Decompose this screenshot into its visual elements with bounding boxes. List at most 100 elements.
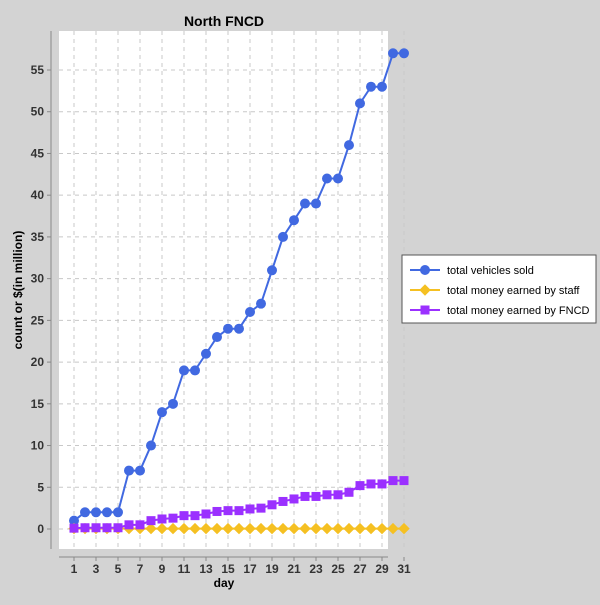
data-point xyxy=(278,231,288,242)
data-point xyxy=(343,522,355,535)
data-point xyxy=(190,365,200,376)
x-tick-label: 27 xyxy=(353,562,367,576)
data-point xyxy=(124,520,134,530)
data-point xyxy=(222,522,234,535)
data-point xyxy=(102,523,112,533)
data-point xyxy=(190,511,200,521)
data-point xyxy=(398,522,410,535)
data-point xyxy=(266,522,278,535)
data-point xyxy=(377,479,387,489)
data-point xyxy=(333,490,343,500)
y-tick-label: 55 xyxy=(31,63,45,77)
data-point xyxy=(288,522,300,535)
data-point xyxy=(157,407,167,418)
data-point xyxy=(91,507,101,518)
legend-label: total money earned by staff xyxy=(447,285,580,297)
legend-marker xyxy=(419,284,431,296)
data-point xyxy=(212,506,222,516)
data-point xyxy=(157,514,167,524)
chart-title: North FNCD xyxy=(184,13,264,29)
data-point xyxy=(387,522,399,535)
data-point xyxy=(244,522,256,535)
data-point xyxy=(245,307,255,318)
y-tick-label: 10 xyxy=(31,439,45,453)
data-point xyxy=(365,522,377,535)
data-point xyxy=(388,48,398,59)
data-point xyxy=(299,522,311,535)
x-tick-label: 3 xyxy=(93,562,100,576)
legend-marker xyxy=(420,305,430,315)
data-point xyxy=(69,523,79,533)
data-point xyxy=(321,522,333,535)
data-point xyxy=(300,491,310,501)
x-tick-label: 29 xyxy=(375,562,389,576)
y-tick-label: 40 xyxy=(31,188,45,202)
data-point xyxy=(354,522,366,535)
legend-label: total money earned by FNCD xyxy=(447,305,590,317)
y-tick-label: 20 xyxy=(31,355,45,369)
data-point xyxy=(179,365,189,376)
data-point xyxy=(267,500,277,510)
data-point xyxy=(168,513,178,523)
x-tick-label: 19 xyxy=(265,562,279,576)
data-point xyxy=(399,476,409,486)
data-point xyxy=(344,140,354,151)
data-point xyxy=(355,481,365,491)
data-point xyxy=(376,522,388,535)
data-point xyxy=(322,490,332,500)
legend-marker xyxy=(420,265,430,275)
data-point xyxy=(234,506,244,516)
data-point xyxy=(278,496,288,506)
data-point xyxy=(102,507,112,518)
data-point xyxy=(167,522,179,535)
data-point xyxy=(124,465,134,476)
x-tick-label: 17 xyxy=(243,562,257,576)
data-point xyxy=(256,503,266,513)
data-point xyxy=(212,332,222,343)
data-point xyxy=(179,511,189,521)
data-point xyxy=(113,507,123,518)
data-point xyxy=(388,476,398,486)
data-point xyxy=(277,522,289,535)
y-axis-label: count or $(in million) xyxy=(11,231,25,350)
x-tick-label: 15 xyxy=(221,562,235,576)
data-point xyxy=(300,198,310,209)
data-point xyxy=(146,440,156,451)
x-axis-label: day xyxy=(214,576,235,590)
data-point xyxy=(135,465,145,476)
y-tick-label: 5 xyxy=(37,480,44,494)
data-point xyxy=(366,81,376,92)
x-tick-label: 23 xyxy=(309,562,323,576)
series-layer xyxy=(68,48,410,535)
data-point xyxy=(201,509,211,519)
data-point xyxy=(223,323,233,334)
x-tick-label: 7 xyxy=(137,562,144,576)
y-tick-label: 30 xyxy=(31,272,45,286)
x-tick-label: 13 xyxy=(199,562,213,576)
data-point xyxy=(255,522,267,535)
series-0 xyxy=(69,48,409,526)
data-point xyxy=(91,523,101,533)
x-tick-label: 25 xyxy=(331,562,345,576)
data-point xyxy=(178,522,190,535)
plot-area xyxy=(59,31,388,549)
legend: total vehicles sold total money earned by… xyxy=(401,254,597,324)
data-point xyxy=(377,81,387,92)
data-point xyxy=(234,323,244,334)
series-2 xyxy=(69,476,409,533)
data-point xyxy=(223,506,233,516)
y-tick-label: 0 xyxy=(37,522,44,536)
data-point xyxy=(322,173,332,184)
data-point xyxy=(289,215,299,226)
x-tick-label: 31 xyxy=(397,562,411,576)
data-point xyxy=(344,487,354,497)
data-point xyxy=(145,522,157,535)
data-point xyxy=(211,522,223,535)
data-point xyxy=(332,522,344,535)
data-point xyxy=(146,516,156,526)
data-point xyxy=(355,98,365,109)
data-point xyxy=(245,504,255,514)
